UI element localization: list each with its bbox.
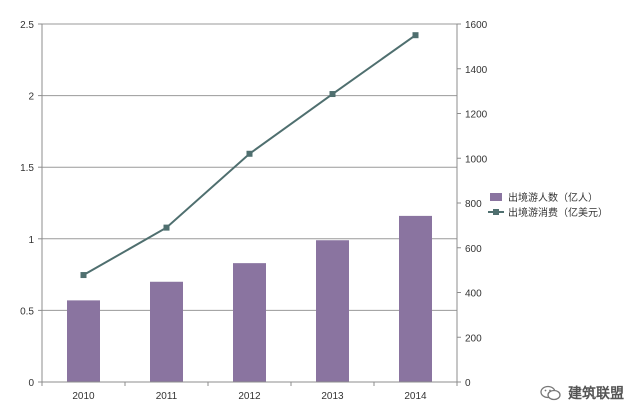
y-right-tick-label: 600 (465, 244, 482, 255)
y-left-tick-label: 2 (28, 92, 34, 103)
bar (316, 240, 349, 382)
line-point (329, 91, 336, 98)
y-left-tick-label: 2.5 (20, 20, 34, 31)
y-left-tick-label: 0 (28, 378, 34, 389)
y-right-tick-label: 1000 (465, 154, 488, 165)
line-point (412, 32, 419, 39)
y-right-tick-label: 1600 (465, 20, 488, 31)
wechat-icon (540, 385, 561, 401)
bar (233, 263, 266, 382)
y-left-tick-label: 1.5 (20, 163, 34, 174)
x-tick-label: 2013 (321, 391, 344, 402)
line-point (163, 224, 170, 231)
x-tick-label: 2012 (238, 391, 261, 402)
bar (150, 281, 183, 382)
x-tick-label: 2014 (404, 391, 427, 402)
y-right-tick-label: 0 (465, 378, 471, 389)
y-right-tick-label: 200 (465, 333, 482, 344)
y-left-tick-label: 1 (28, 235, 34, 246)
bar (399, 215, 432, 382)
x-tick-label: 2011 (156, 391, 178, 402)
y-right-tick-label: 1200 (465, 110, 488, 121)
legend-label-bar: 出境游人数（亿人） (508, 191, 598, 204)
x-tick-label: 2010 (72, 391, 95, 402)
legend-swatch-bar (490, 193, 502, 201)
legend-swatch-marker (493, 209, 499, 215)
y-right-tick-label: 1400 (465, 65, 488, 76)
y-left-tick-label: 0.5 (20, 306, 34, 317)
y-right-tick-label: 800 (465, 199, 482, 210)
line-point (246, 150, 253, 157)
bar (67, 300, 100, 382)
y-right-tick-label: 400 (465, 289, 482, 300)
line-point (80, 272, 87, 279)
legend-label-line: 出境游消费（亿美元） (508, 206, 608, 219)
watermark: 建筑联盟 (540, 383, 624, 403)
watermark-text: 建筑联盟 (568, 386, 624, 402)
